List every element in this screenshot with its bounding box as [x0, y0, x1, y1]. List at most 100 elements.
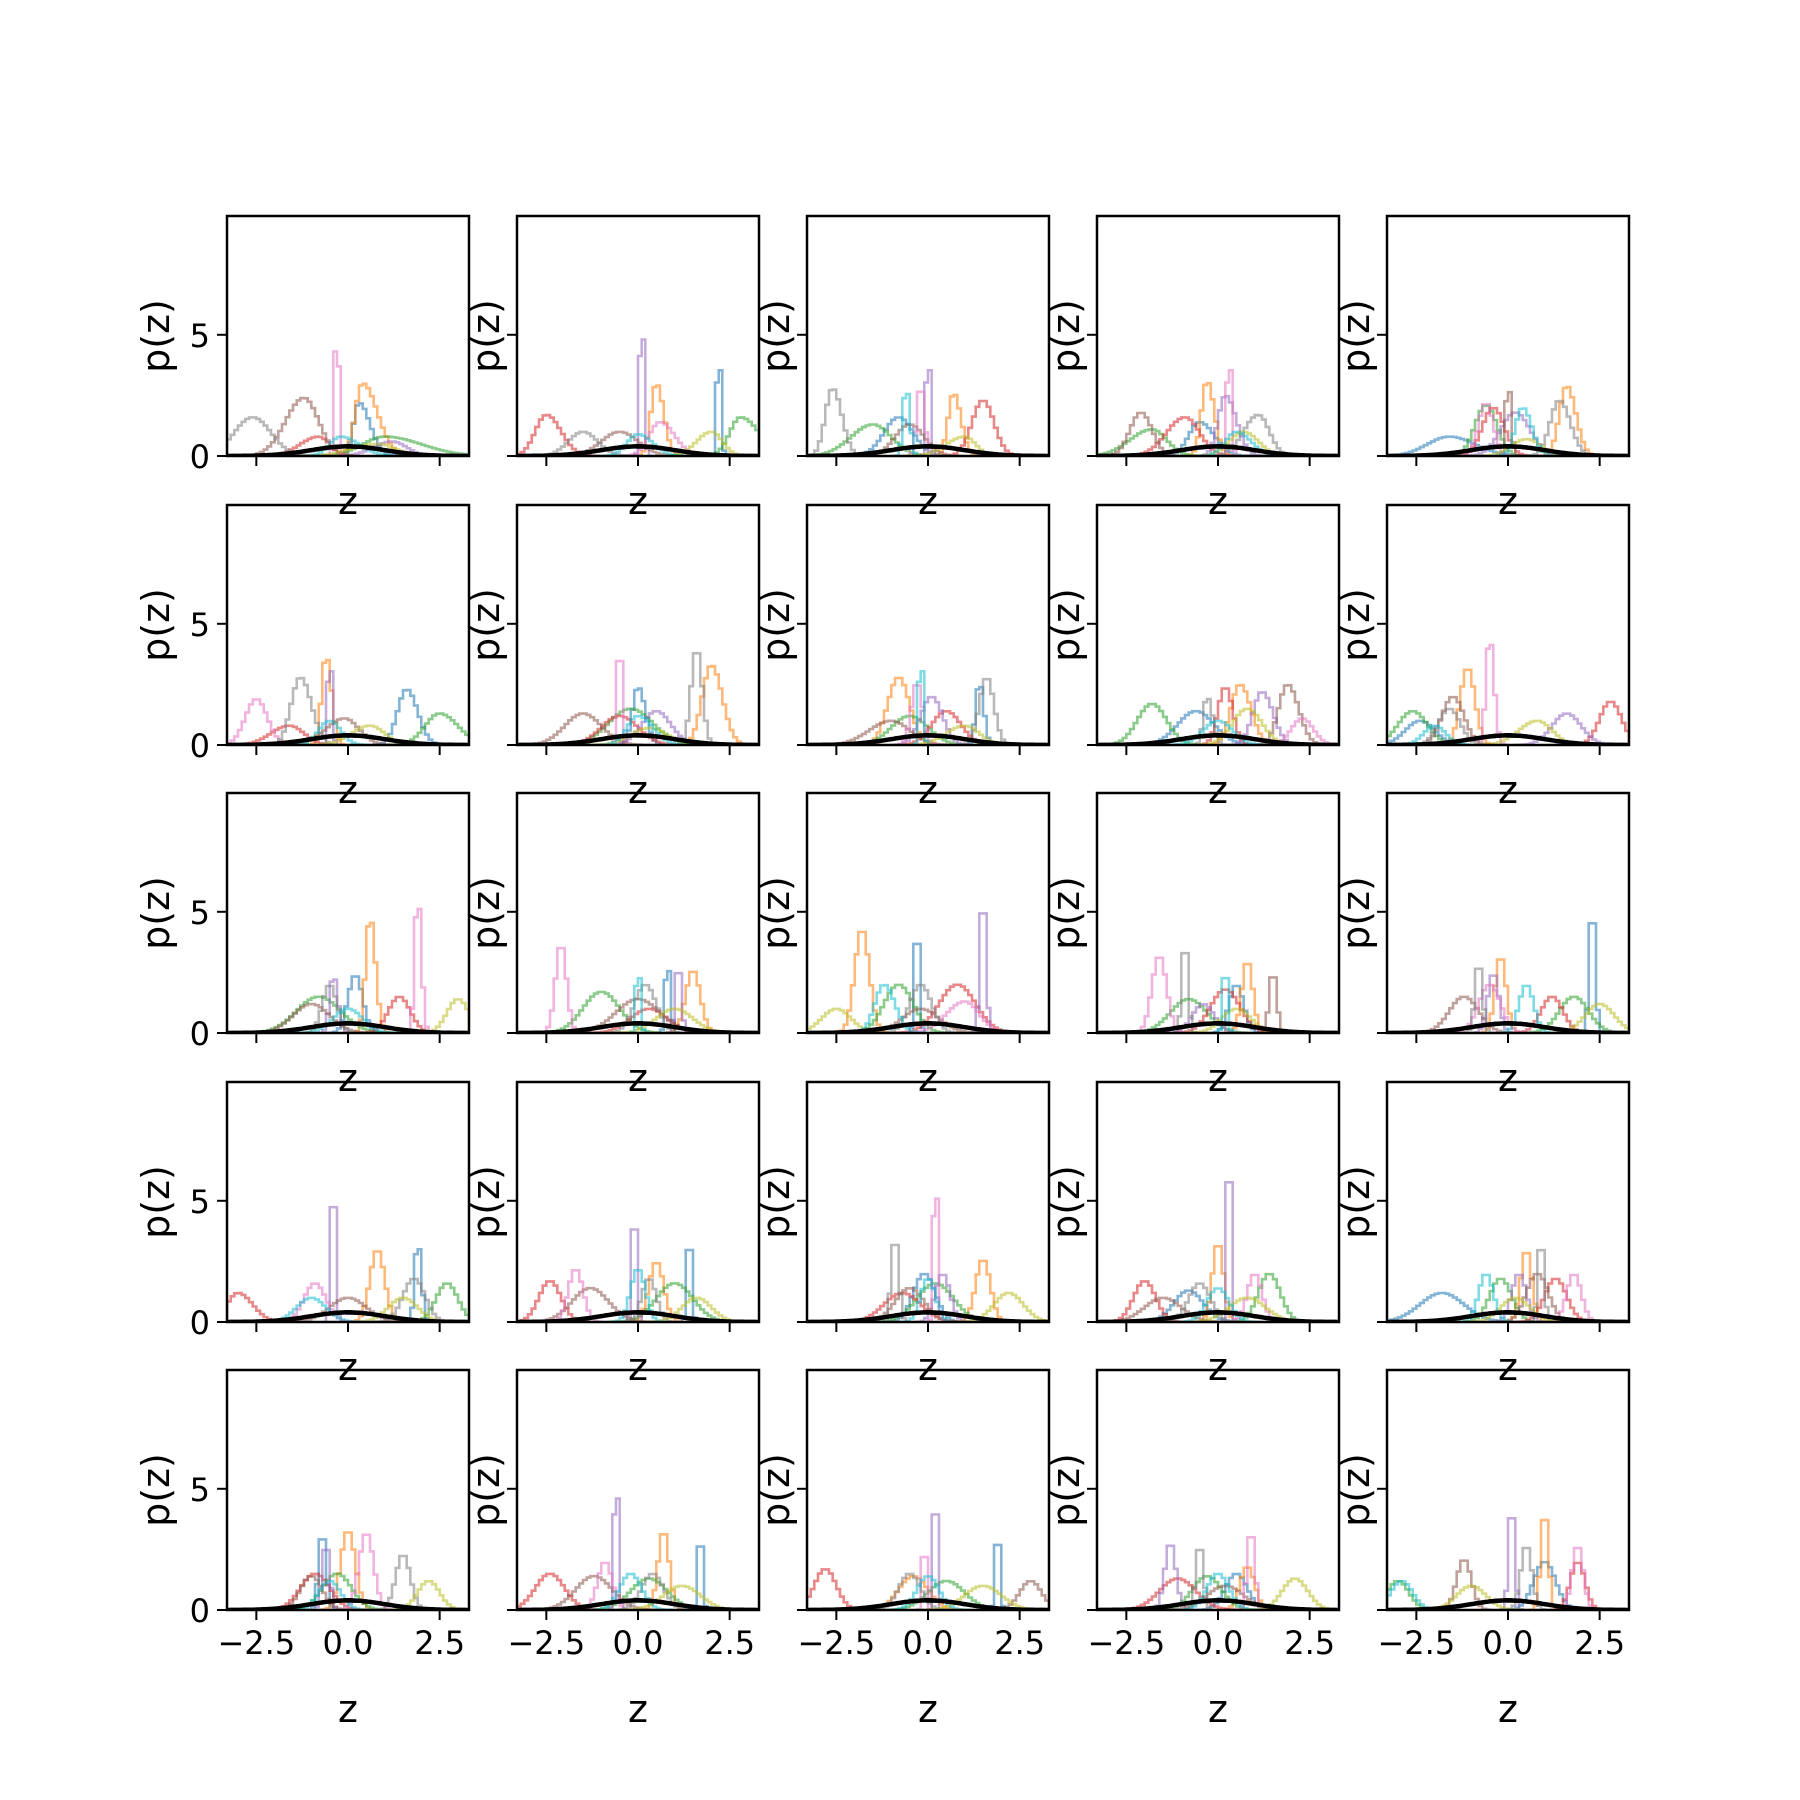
subplot-10: z p(z) — [1334, 503, 1631, 812]
y-axis-label: p(z) — [1334, 1453, 1378, 1527]
x-axis-label: z — [338, 479, 358, 523]
subplot-11: 0 5 z p(z) — [134, 791, 471, 1100]
y-axis-label: p(z) — [134, 1453, 178, 1527]
y-tick-label: 5 — [190, 317, 210, 355]
histogram-series-8 — [603, 983, 687, 1033]
y-axis-label: p(z) — [134, 588, 178, 662]
x-tick-label: 2.5 — [704, 1624, 755, 1662]
subplot-8: z p(z) — [754, 503, 1051, 812]
y-tick-label: 5 — [190, 1471, 210, 1509]
y-axis-label: p(z) — [1044, 299, 1088, 373]
y-tick-label: 0 — [190, 1015, 210, 1053]
subplot-3: z p(z) — [754, 214, 1051, 523]
y-axis-label: p(z) — [464, 299, 508, 373]
x-tick-label: 0.0 — [903, 1624, 954, 1662]
x-axis-label: z — [628, 1056, 648, 1100]
x-axis-label: z — [1208, 1056, 1228, 1100]
x-tick-label: 0.0 — [1483, 1624, 1534, 1662]
x-axis-label: z — [1498, 1345, 1518, 1389]
y-tick-label: 5 — [190, 606, 210, 644]
subplot-5: z p(z) — [1334, 214, 1631, 523]
panel-grid: 05zp(z)zp(z)zp(z)zp(z)zp(z)05zp(z)zp(z)z… — [134, 214, 1631, 1731]
x-axis-label: z — [1208, 479, 1228, 523]
subplot-23: −2.5 0.0 2.5 z p(z) — [754, 1368, 1051, 1731]
x-tick-label: 2.5 — [1574, 1624, 1625, 1662]
subplot-9: z p(z) — [1044, 503, 1341, 812]
y-axis-label: p(z) — [464, 1453, 508, 1527]
subplot-19: z p(z) — [1044, 1080, 1341, 1389]
x-axis-label: z — [338, 768, 358, 812]
x-axis-label: z — [338, 1056, 358, 1100]
x-axis-label: z — [1498, 768, 1518, 812]
x-axis-label: z — [628, 479, 648, 523]
x-tick-label: −2.5 — [1087, 1624, 1165, 1662]
x-tick-label: 0.0 — [613, 1624, 664, 1662]
subplot-12: z p(z) — [464, 791, 761, 1100]
histogram-series-7 — [1448, 983, 1532, 1033]
subplot-17: z p(z) — [464, 1080, 761, 1389]
x-tick-label: 0.0 — [1193, 1624, 1244, 1662]
subplot-2: z p(z) — [464, 214, 761, 523]
x-axis-label: z — [918, 479, 938, 523]
x-axis-label: z — [918, 768, 938, 812]
x-axis-label: z — [1498, 479, 1518, 523]
y-axis-label: p(z) — [754, 1453, 798, 1527]
y-axis-label: p(z) — [134, 299, 178, 373]
histogram-series-8 — [879, 983, 963, 1033]
y-axis-label: p(z) — [134, 1165, 178, 1239]
x-axis-label: z — [1208, 768, 1228, 812]
histogram-series-6 — [280, 1296, 412, 1322]
y-axis-label: p(z) — [1044, 1165, 1088, 1239]
subplot-7: z p(z) — [464, 503, 761, 812]
x-tick-label: −2.5 — [217, 1624, 295, 1662]
x-tick-label: −2.5 — [507, 1624, 585, 1662]
y-axis-label: p(z) — [1334, 588, 1378, 662]
y-axis-label: p(z) — [1044, 588, 1088, 662]
y-axis-label: p(z) — [754, 299, 798, 373]
subplot-25: −2.5 0.0 2.5 z p(z) — [1334, 1368, 1631, 1731]
x-axis-label: z — [918, 1056, 938, 1100]
x-tick-label: −2.5 — [1377, 1624, 1455, 1662]
y-axis-label: p(z) — [464, 1165, 508, 1239]
y-axis-label: p(z) — [134, 876, 178, 950]
y-axis-label: p(z) — [754, 588, 798, 662]
x-axis-label: z — [1498, 1687, 1518, 1731]
y-axis-label: p(z) — [1044, 1453, 1088, 1527]
subplot-16: 0 5 z p(z) — [134, 1080, 471, 1389]
y-axis-label: p(z) — [1334, 876, 1378, 950]
y-tick-label: 0 — [190, 1592, 210, 1630]
subplot-22: −2.5 0.0 2.5 z p(z) — [464, 1368, 761, 1731]
x-axis-label: z — [918, 1345, 938, 1389]
x-tick-label: 2.5 — [994, 1624, 1045, 1662]
y-axis-label: p(z) — [1334, 1165, 1378, 1239]
x-axis-label: z — [1498, 1056, 1518, 1100]
subplot-1: 0 5 z p(z) — [134, 214, 471, 523]
histogram-series-10 — [1495, 407, 1557, 456]
subplot-15: z p(z) — [1334, 791, 1631, 1100]
y-tick-label: 5 — [190, 894, 210, 932]
subplot-4: z p(z) — [1044, 214, 1341, 523]
histogram-series-7 — [326, 350, 346, 456]
histogram-series-10 — [1214, 976, 1237, 1033]
subplot-13: z p(z) — [754, 791, 1051, 1100]
y-tick-label: 0 — [190, 438, 210, 476]
x-axis-label: z — [628, 1687, 648, 1731]
y-axis-label: p(z) — [1044, 876, 1088, 950]
subplot-20: z p(z) — [1334, 1080, 1631, 1389]
y-axis-label: p(z) — [464, 876, 508, 950]
y-axis-label: p(z) — [754, 876, 798, 950]
histogram-series-4 — [1198, 687, 1253, 745]
x-axis-label: z — [338, 1345, 358, 1389]
x-tick-label: 2.5 — [414, 1624, 465, 1662]
subplot-18: z p(z) — [754, 1080, 1051, 1389]
x-axis-label: z — [1208, 1687, 1228, 1731]
y-axis-label: p(z) — [754, 1165, 798, 1239]
y-tick-label: 0 — [190, 727, 210, 765]
y-tick-label: 5 — [190, 1183, 210, 1221]
x-tick-label: 0.0 — [323, 1624, 374, 1662]
y-axis-label: p(z) — [1334, 299, 1378, 373]
x-axis-label: z — [1208, 1345, 1228, 1389]
subplot-24: −2.5 0.0 2.5 z p(z) — [1044, 1368, 1341, 1731]
x-axis-label: z — [628, 768, 648, 812]
